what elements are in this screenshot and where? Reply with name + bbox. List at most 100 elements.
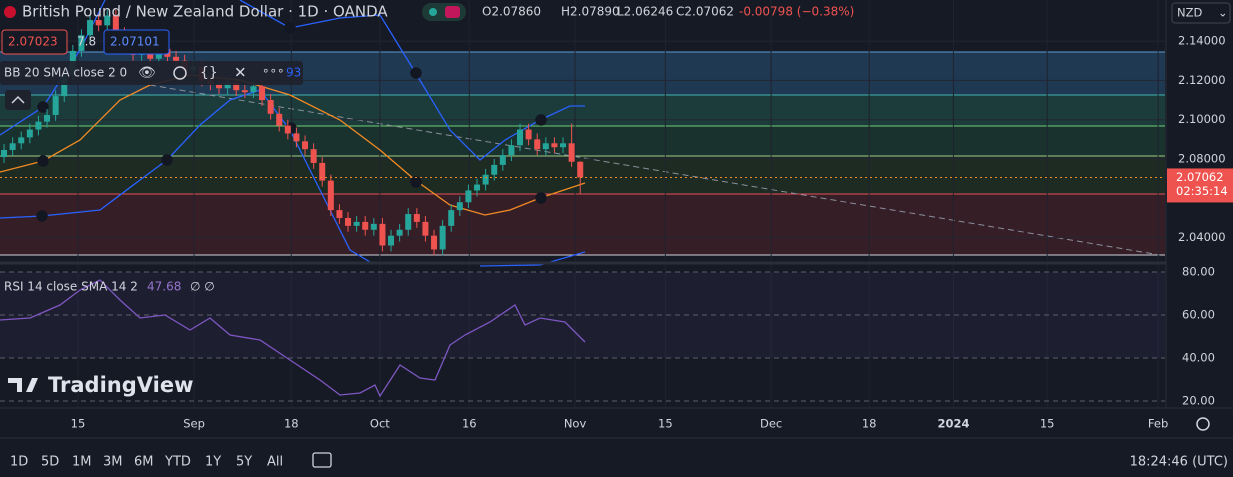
candle-body xyxy=(276,113,283,126)
range-button[interactable]: 6M xyxy=(134,455,154,470)
symbol: British Pound / New Zealand Dollar · 1D … xyxy=(22,3,388,21)
candle-body xyxy=(388,235,395,246)
marker xyxy=(36,210,48,222)
candle-body xyxy=(577,161,584,178)
candle-body xyxy=(9,143,16,150)
gear[interactable] xyxy=(1196,417,1210,431)
bid-button[interactable] xyxy=(1,29,68,55)
header: British Pound / New Zealand Dollar · 1D … xyxy=(0,3,854,110)
clock: 18:24:46 (UTC) xyxy=(1130,455,1228,470)
ask-button[interactable] xyxy=(103,29,170,55)
range-button[interactable]: YTD xyxy=(164,455,191,470)
candle-body xyxy=(482,174,489,185)
y-tick-label: 2.04000 xyxy=(1178,230,1226,244)
candle-body xyxy=(95,20,102,26)
candle-body xyxy=(422,221,429,236)
ohlc-low: L2.06246 xyxy=(617,5,673,19)
x-tick-label: 18 xyxy=(284,417,299,431)
candle-body xyxy=(319,162,326,181)
settings-icon[interactable] xyxy=(1196,417,1210,431)
y-tick-label: 2.14000 xyxy=(1178,34,1226,48)
marker xyxy=(37,155,49,167)
rsi-tick-label: 20.00 xyxy=(1182,393,1215,407)
x-tick-label: 15 xyxy=(1040,417,1055,431)
candle-body xyxy=(336,210,343,218)
date-range-icon[interactable] xyxy=(312,452,332,468)
marker xyxy=(37,101,49,113)
marker xyxy=(535,114,547,126)
indicator-bar xyxy=(0,61,303,85)
watermark-logo xyxy=(8,378,38,392)
candle-body xyxy=(78,35,85,51)
candle-body xyxy=(560,143,567,148)
range-button[interactable]: 1D xyxy=(10,455,28,470)
candle-body xyxy=(465,190,472,203)
candle-body xyxy=(439,225,446,250)
watermark-text: TradingView xyxy=(48,373,193,397)
x-tick-label: 15 xyxy=(658,417,673,431)
collapse-button[interactable] xyxy=(5,90,31,110)
x-tick-label: Nov xyxy=(564,417,587,431)
range-button[interactable]: 5D xyxy=(41,455,59,470)
countdown: 02:35:14 xyxy=(1176,184,1228,198)
candle-body xyxy=(413,214,420,222)
candle-body xyxy=(517,129,524,146)
candle-body xyxy=(1,149,8,158)
range-button[interactable]: All xyxy=(267,455,283,470)
caret: ⌄ xyxy=(1218,6,1228,20)
candle-body xyxy=(302,141,309,150)
range-button[interactable]: 1Y xyxy=(205,455,221,470)
range-button[interactable]: 1M xyxy=(72,455,92,470)
ohlc-high: H2.07890 xyxy=(561,5,620,19)
candle-body xyxy=(474,184,481,191)
candle-body xyxy=(26,129,33,138)
marker xyxy=(410,67,422,79)
candle-body xyxy=(353,221,360,226)
source-icon[interactable]: {} xyxy=(200,65,218,81)
y-tick-label: 2.08000 xyxy=(1178,152,1226,166)
rsi-band xyxy=(0,272,1165,358)
range-button[interactable]: 5Y xyxy=(236,455,252,470)
candle-body xyxy=(241,90,248,93)
zone xyxy=(0,194,1165,255)
candle-body xyxy=(499,155,506,165)
bb-basis xyxy=(0,74,586,216)
collapse-icon xyxy=(11,95,25,104)
last-price-label: 2.07062 02:35:14 xyxy=(1167,168,1233,203)
rsi-extra: ∅ ∅ xyxy=(190,280,215,294)
candle-body xyxy=(293,133,300,142)
candle-body xyxy=(379,223,386,246)
candle-body xyxy=(104,15,111,26)
candle-body xyxy=(52,96,59,115)
candle-body xyxy=(87,20,94,36)
candle-body xyxy=(61,74,68,97)
flag xyxy=(4,6,16,18)
spread: 7.8 xyxy=(77,35,96,49)
more-icon[interactable]: ∘∘∘ xyxy=(262,64,285,78)
close-icon[interactable]: ✕ xyxy=(234,64,247,82)
x-tick-label: 18 xyxy=(862,417,877,431)
bid: 2.07023 xyxy=(8,35,58,49)
x-tick-label: 16 xyxy=(462,417,477,431)
bb-lower xyxy=(0,89,586,267)
candle-body xyxy=(284,125,291,134)
candle-body xyxy=(259,86,266,101)
candle-body xyxy=(491,164,498,175)
candle-body xyxy=(173,56,180,61)
currency-button[interactable] xyxy=(1171,2,1231,24)
marker xyxy=(410,176,422,188)
candle-body xyxy=(233,82,240,91)
candle-body xyxy=(44,114,51,122)
rsi-legend: RSI 14 close SMA 14 2 xyxy=(4,280,138,294)
y-tick-label: 2.10000 xyxy=(1178,112,1226,126)
indicator-value: 93 xyxy=(286,66,301,80)
currency: NZD xyxy=(1177,6,1202,20)
range-button[interactable]: 3M xyxy=(103,455,123,470)
status-icon xyxy=(445,6,460,18)
eye-icon[interactable]: 👁 xyxy=(138,65,156,81)
settings-icon[interactable] xyxy=(173,66,187,80)
candle-body xyxy=(448,210,455,226)
bb-markers xyxy=(36,22,547,222)
rsi-tick-label: 60.00 xyxy=(1182,308,1215,322)
